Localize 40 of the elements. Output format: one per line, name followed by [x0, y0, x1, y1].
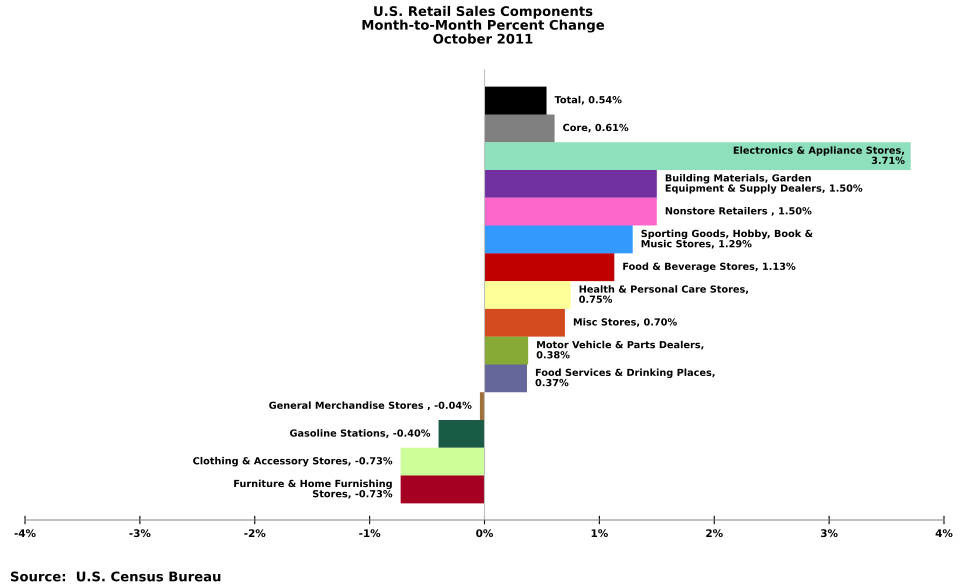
x-tick-label: 3%: [820, 529, 838, 538]
bar: [484, 142, 911, 170]
bar: [438, 420, 484, 448]
data-label: Core, 0.61%: [563, 124, 628, 132]
bar: [484, 253, 614, 282]
bar: [400, 476, 484, 504]
data-label: General Merchandise Stores , -0.04%: [269, 401, 472, 410]
x-tick-label: 4%: [936, 529, 953, 538]
bar: [484, 281, 571, 309]
data-label: Motor Vehicle & Parts Dealers, 0.38%: [536, 340, 704, 358]
data-label: Building Materials, Garden Equipment & Supply Dealers, 1.50%: [666, 174, 862, 194]
bar: [484, 114, 555, 142]
bar: [484, 336, 528, 364]
data-label: Total, 0.54%: [554, 96, 622, 105]
chart-title: U.S. Retail Sales Components Month-to-Month Percent Change October 2011: [362, 6, 604, 44]
x-tick-label: -4%: [14, 529, 36, 538]
data-label: Food & Beverage Stores, 1.13%: [623, 262, 796, 272]
bar: [484, 86, 547, 114]
bar: [484, 226, 633, 254]
bar: [484, 308, 565, 337]
bar: [484, 198, 657, 226]
x-tick-label: 2%: [706, 529, 723, 538]
x-tick-label: -1%: [359, 529, 380, 538]
x-tick-label: 0%: [476, 529, 494, 538]
bar: [484, 364, 528, 392]
x-tick-label: -3%: [129, 529, 151, 538]
data-label: Furniture & Home Furnishing Stores, -0.73%: [234, 480, 392, 499]
data-label: Misc Stores, 0.70%: [574, 318, 677, 327]
data-label: Gasoline Stations, -0.40%: [290, 429, 430, 438]
data-label: Sporting Goods, Hobby, Book & Music Stores, 1.29%: [641, 230, 813, 249]
data-label: Nonstore Retailers , 1.50%: [666, 206, 812, 216]
source-note: Source: U.S. Census Bureau: [10, 571, 220, 582]
data-label: Health & Personal Care Stores, 0.75%: [579, 285, 748, 303]
x-tick-label: 1%: [592, 529, 608, 538]
data-label: Clothing & Accessory Stores, -0.73%: [193, 456, 392, 466]
bar: [400, 448, 484, 476]
data-label: Electronics & Appliance Stores, 3.71%: [734, 146, 905, 164]
bar: [484, 170, 657, 198]
x-tick-label: -2%: [244, 529, 266, 538]
data-label: Food Services & Drinking Places, 0.37%: [536, 368, 714, 386]
